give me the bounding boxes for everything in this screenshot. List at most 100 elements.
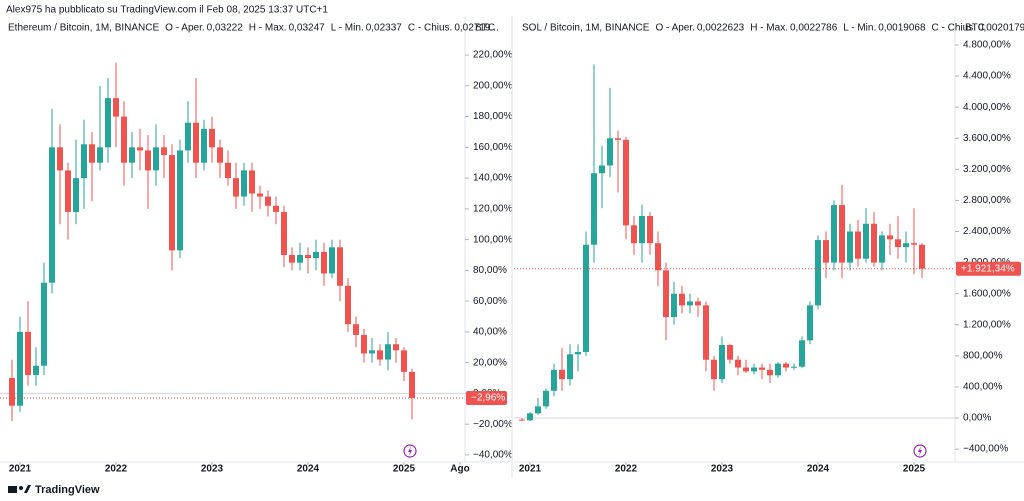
candle-body: [137, 147, 143, 151]
candle-body: [887, 235, 893, 240]
candle-body: [273, 205, 279, 212]
candle-body: [847, 231, 853, 263]
candle-body: [879, 235, 885, 263]
candle-body: [9, 378, 15, 406]
candle-body: [25, 331, 31, 375]
candle-body: [751, 367, 757, 372]
legend-value: 0,0022623: [697, 23, 745, 34]
candle-body: [671, 293, 677, 317]
candle-body: [727, 344, 733, 360]
y-tick-label: 160,00%: [473, 142, 513, 153]
candle-body: [217, 147, 223, 163]
candle-body: [289, 254, 295, 263]
candle-body: [297, 254, 303, 263]
y-tick-label: 4.800,00%: [963, 40, 1011, 51]
legend-value: 0,03247: [289, 23, 326, 34]
candle-body: [169, 155, 175, 251]
candle-body: [409, 371, 415, 398]
candle-body: [911, 243, 917, 245]
candle-body: [895, 239, 901, 248]
last-price-label: +1.921,34%: [961, 263, 1015, 274]
candle-body: [791, 366, 797, 368]
candle-body: [583, 244, 589, 352]
chart-pane: Ethereum / Bitcoin, 1M, BINANCE O - Aper.…: [0, 16, 513, 475]
candle-body: [639, 215, 645, 244]
candle-body: [177, 150, 183, 251]
y-tick-label: −400,00%: [963, 444, 1008, 455]
event-icon-bolt: [408, 446, 412, 456]
legend-value: 0,02719...: [454, 23, 498, 34]
tv-logo: [8, 485, 31, 493]
candle-body: [695, 301, 701, 306]
y-tick-label: 1.200,00%: [963, 319, 1011, 330]
legend-value: 0,0020179...: [978, 23, 1024, 34]
price-unit: BTC: [475, 23, 495, 34]
legend-label: H - Max.: [249, 23, 287, 34]
last-price-box: [466, 390, 507, 405]
candle-body: [313, 251, 319, 259]
candle-body: [815, 240, 821, 306]
candle-body: [591, 173, 597, 245]
candle-body: [663, 270, 669, 317]
legend-label: C - Chius.: [408, 23, 452, 34]
y-tick-label: 20,00%: [473, 357, 507, 368]
y-tick-label: 80,00%: [473, 265, 507, 276]
candle-body: [799, 340, 805, 367]
candle-body: [807, 305, 813, 341]
legend-label: C - Chius.: [932, 23, 976, 34]
candle-body: [281, 211, 287, 255]
candle-body: [783, 363, 789, 368]
candle-body: [265, 196, 271, 206]
y-tick-label: 180,00%: [473, 111, 513, 122]
candle-body: [377, 350, 383, 360]
candle-body: [161, 147, 167, 156]
candle-body: [863, 223, 869, 259]
candle-body: [655, 243, 661, 271]
last-price-label: −2,96%: [471, 393, 505, 404]
legend-value: 0,03222: [207, 23, 244, 34]
x-tick-label: 2022: [615, 464, 638, 475]
candle-body: [225, 162, 231, 179]
legend-label: O - Aper.: [655, 23, 694, 34]
candle-body: [679, 293, 685, 306]
candle-body: [33, 365, 39, 375]
candle-body: [599, 165, 605, 174]
y-tick-label: 140,00%: [473, 173, 513, 184]
legend-value: 0,02337: [366, 23, 403, 34]
candle-body: [703, 305, 709, 360]
candle-body: [153, 147, 159, 171]
candle-body: [305, 254, 311, 259]
candle-body: [209, 128, 215, 148]
legend-value: 0,0019068: [878, 23, 926, 34]
candle-body: [329, 247, 335, 274]
candle-body: [393, 344, 399, 351]
legend-label: H - Max.: [750, 23, 788, 34]
y-tick-label: 1.600,00%: [963, 288, 1011, 299]
candle-body: [361, 334, 367, 354]
candle-body: [321, 251, 327, 274]
y-tick-label: −20,00%: [473, 419, 513, 430]
y-tick-label: 0,00%: [963, 413, 991, 424]
y-tick-label: 100,00%: [473, 234, 513, 245]
candle-body: [767, 369, 773, 376]
candle-body: [201, 128, 207, 163]
candle-body: [527, 413, 533, 421]
candle-body: [647, 215, 653, 244]
y-tick-label: 400,00%: [963, 382, 1003, 393]
candle-body: [57, 147, 63, 171]
candle-body: [105, 98, 111, 148]
y-tick-label: 4.000,00%: [963, 102, 1011, 113]
candle-body: [759, 367, 765, 370]
candle-body: [185, 122, 191, 151]
candle-body: [49, 147, 55, 283]
x-tick-label: 2022: [105, 464, 128, 475]
legend-value: 0,0022786: [790, 23, 838, 34]
candle-body: [97, 147, 103, 163]
y-tick-label: 60,00%: [473, 296, 507, 307]
candle-body: [831, 205, 837, 263]
candle-body: [145, 150, 151, 171]
candle-body: [193, 122, 199, 163]
candle-body: [543, 390, 549, 407]
candle-body: [735, 359, 741, 368]
y-tick-label: 3.200,00%: [963, 164, 1011, 175]
